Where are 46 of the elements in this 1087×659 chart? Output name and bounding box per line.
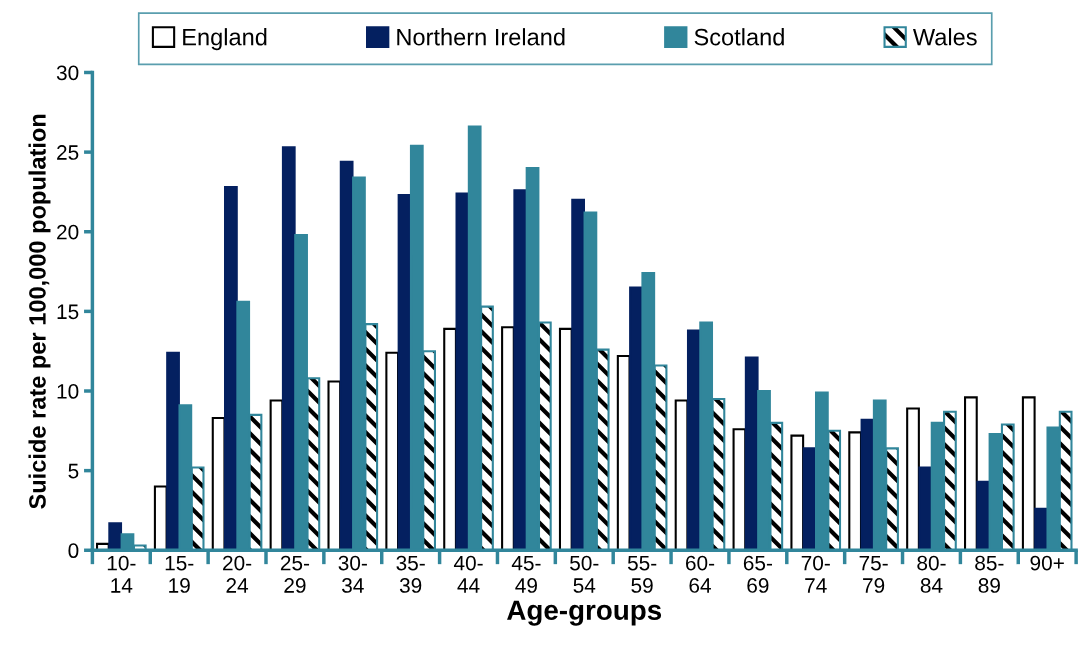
legend-label: Northern Ireland <box>397 28 565 46</box>
bar <box>964 396 978 551</box>
x-tick-label: 30- 34 <box>338 555 367 593</box>
bar <box>918 466 933 551</box>
bar <box>790 434 805 551</box>
x-tick-label: 80- 84 <box>917 555 946 593</box>
y-tick-label: 5 <box>68 463 79 479</box>
y-tick-label: 30 <box>56 65 79 81</box>
x-tick-label: 10- 14 <box>107 555 136 593</box>
y-tick-label: 20 <box>57 224 79 240</box>
bar <box>513 189 528 551</box>
x-tick-label: 50- 54 <box>570 555 599 593</box>
legend-label: Scotland <box>694 28 784 46</box>
y-tick-label: 0 <box>68 543 79 559</box>
x-tick-label: 45- 49 <box>511 555 541 593</box>
x-tick-label: 25- 29 <box>280 555 310 593</box>
x-tick-label: 35- 39 <box>396 555 425 593</box>
x-tick-label: 70- 74 <box>801 555 830 593</box>
x-tick-label: 55- 59 <box>627 555 657 593</box>
x-tick-label: 85- 89 <box>975 555 1004 593</box>
legend-label: Wales <box>912 28 977 46</box>
bar <box>385 351 400 551</box>
bar <box>108 522 123 551</box>
bar <box>224 186 238 551</box>
legend-label: England <box>183 28 267 51</box>
x-axis-title: Age-groups <box>507 600 662 626</box>
bar <box>281 146 296 551</box>
x-tick-label: 90+ <box>1030 555 1064 571</box>
x-tick-label: 20- 24 <box>223 555 252 593</box>
y-axis-title: Suicide rate per 100,000 population <box>28 114 51 509</box>
bar <box>1021 396 1036 551</box>
x-tick-label: 75- 79 <box>859 555 888 593</box>
x-tick-label: 40- 44 <box>453 555 483 593</box>
bar <box>327 380 342 551</box>
bar <box>976 480 991 551</box>
y-tick-label: 25 <box>57 145 79 160</box>
y-tick-label: 10 <box>57 384 79 399</box>
bar <box>455 192 470 551</box>
bar <box>571 198 585 551</box>
x-tick-label: 60- 64 <box>686 555 715 593</box>
bar <box>848 431 863 551</box>
bar <box>906 407 920 551</box>
y-tick-label: 15 <box>57 304 79 320</box>
x-tick-label: 15- 19 <box>165 555 194 593</box>
bar <box>166 351 180 551</box>
x-tick-label: 65- 69 <box>743 555 772 593</box>
